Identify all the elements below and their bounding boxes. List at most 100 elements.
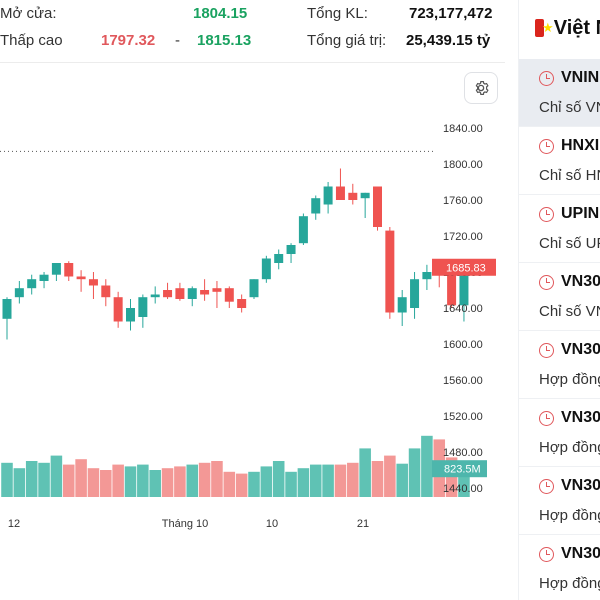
candle-body: [311, 198, 321, 214]
candle-body: [224, 288, 234, 302]
sidebar-item-symbol: HNXINDEX: [561, 137, 600, 154]
clock-icon: [539, 206, 554, 222]
y-tick-label: 1520.00: [443, 411, 483, 423]
volume-bar: [25, 461, 38, 497]
sidebar-item-vn30f1q[interactable]: VN30F1Q Hợp đồng tương lai: [519, 467, 600, 535]
sidebar-item-symbol: VN30F1Q: [561, 477, 600, 494]
volume-bar: [408, 448, 421, 497]
candle-body: [2, 299, 12, 319]
volume-bar: [272, 461, 285, 497]
header-divider: [0, 62, 505, 63]
market-sidebar: ★ Việt Nam VNINDEX Chỉ số VN-Index HNXINDE…: [518, 0, 600, 600]
y-tick-label: 1640.00: [443, 303, 483, 315]
candle-body: [385, 230, 395, 313]
sidebar-item-row: VN30F2M: [539, 407, 600, 429]
candle-body: [113, 297, 123, 322]
volume-bar: [100, 470, 112, 497]
candle-body: [14, 288, 24, 298]
volume-bar: [297, 468, 310, 497]
candle-body: [39, 274, 49, 281]
volume-bar: [248, 471, 260, 497]
sidebar-item-row: VN30F1Q: [539, 475, 600, 497]
volume-bar: [13, 468, 26, 497]
volume-bar: [75, 459, 87, 497]
volume-tag: [432, 460, 487, 478]
volume-bar: [62, 464, 75, 497]
sidebar-item-row: VN30F1M: [539, 339, 600, 361]
candle-body: [373, 186, 382, 227]
sidebar-item-row: VNINDEX: [539, 67, 600, 89]
sidebar-item-subtitle: Hợp đồng tương lai: [539, 575, 600, 592]
volume-bar: [384, 455, 396, 497]
candle-body: [163, 290, 173, 298]
candle-body: [187, 288, 197, 299]
candle-body: [88, 279, 98, 286]
volume-bar: [211, 461, 223, 497]
volume-bar: [334, 464, 347, 497]
candle-body: [261, 258, 271, 280]
price-chart[interactable]: 1840.001800.001760.001720.001680.001640.…: [0, 63, 505, 600]
country-header[interactable]: ★ Việt Nam: [519, 0, 600, 56]
sidebar-item-subtitle: Chỉ số HNX-Index: [539, 167, 600, 184]
total-value-value: 25,439.15 tỷ: [406, 32, 491, 49]
total-value-label: Tổng giá trị:: [307, 32, 387, 49]
chart-settings-button[interactable]: [464, 72, 498, 104]
x-tick-label: 10: [266, 518, 278, 530]
x-tick-label: 12: [8, 518, 20, 530]
sidebar-item-row: VN30: [539, 271, 600, 293]
candle-body: [422, 272, 432, 280]
open-label: Mở cửa:: [0, 5, 57, 22]
low-high-label: Thấp cao: [0, 32, 63, 49]
sidebar-item-vn30f1m[interactable]: VN30F1M Hợp đồng tương lai: [519, 331, 600, 399]
sidebar-item-symbol: UPINDEX: [561, 205, 600, 222]
candle-body: [323, 186, 333, 205]
total-volume-label: Tổng KL:: [307, 5, 368, 22]
volume-bar: [198, 462, 211, 497]
sidebar-item-upindex[interactable]: UPINDEX Chỉ số UPCoM-Index: [519, 195, 600, 263]
clock-icon: [539, 342, 554, 358]
volume-bar: [322, 464, 334, 497]
candle-body: [459, 266, 469, 306]
volume-bar: [371, 461, 384, 497]
last-price-tag: [432, 258, 496, 276]
volume-bar: [223, 471, 236, 497]
y-tick-label: 1800.00: [443, 159, 483, 171]
sidebar-item-vn30f2m[interactable]: VN30F2M Hợp đồng tương lai: [519, 399, 600, 467]
total-volume-value: 723,177,472: [409, 5, 493, 22]
sidebar-item-symbol: VN30: [561, 273, 600, 290]
sidebar-item-subtitle: Chỉ số UPCoM-Index: [539, 235, 600, 252]
x-tick-label: Tháng 10: [162, 518, 208, 530]
open-value: 1804.15: [193, 5, 248, 22]
sidebar-item-hnxindex[interactable]: HNXINDEX Chỉ số HNX-Index: [519, 127, 600, 195]
volume-bar: [137, 464, 149, 497]
candle-body: [51, 263, 61, 275]
y-tick-label: 1760.00: [443, 195, 483, 207]
candlestick-chart[interactable]: 1840.001800.001760.001720.001680.001640.…: [0, 63, 505, 600]
sidebar-item-symbol: VNINDEX: [561, 69, 600, 86]
country-name: Việt Nam: [553, 16, 600, 39]
sidebar-item-row: UPINDEX: [539, 203, 600, 225]
y-tick-label: 1840.00: [443, 123, 483, 135]
y-tick-label: 1560.00: [443, 375, 483, 387]
sidebar-item-vnindex[interactable]: VNINDEX Chỉ số VN-Index: [519, 59, 600, 127]
x-tick-label: 21: [357, 518, 369, 530]
candle-body: [410, 279, 420, 308]
candle-body: [447, 264, 457, 306]
candle-body: [397, 297, 407, 313]
sidebar-item-vn30f2q[interactable]: VN30F2Q Hợp đồng tương lai: [519, 535, 600, 600]
candle-body: [335, 186, 345, 200]
clock-icon: [539, 478, 554, 494]
candle-body: [274, 254, 284, 263]
volume-bar: [186, 464, 199, 497]
sidebar-item-vn30[interactable]: VN30 Chỉ số VN30: [519, 263, 600, 331]
volume-bar: [174, 466, 186, 497]
clock-icon: [539, 410, 554, 426]
volume-bar: [1, 462, 13, 497]
candle-body: [27, 279, 37, 289]
candle-body: [237, 299, 247, 308]
volume-bar: [260, 466, 273, 497]
last-price-label: 1685.83: [446, 262, 486, 274]
volume-bar: [396, 463, 408, 497]
volume-bar: [124, 466, 137, 497]
sidebar-item-subtitle: Hợp đồng tương lai: [539, 439, 600, 456]
